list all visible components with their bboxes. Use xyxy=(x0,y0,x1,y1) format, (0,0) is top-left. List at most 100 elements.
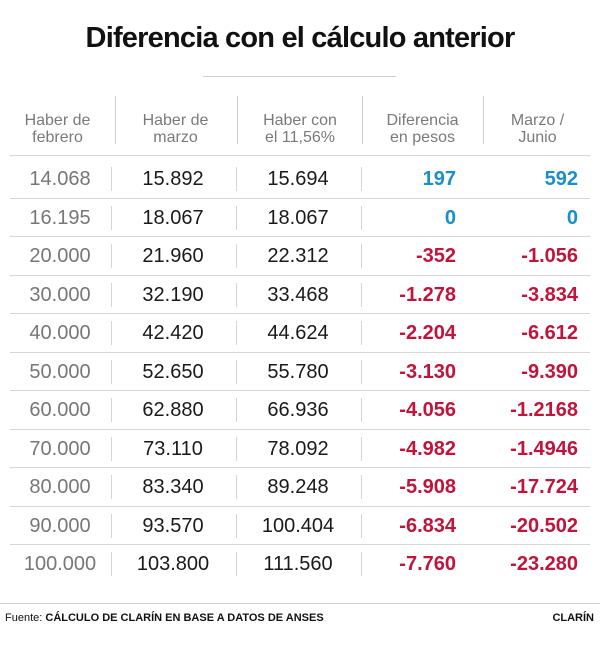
table-cell-haber-11-56: 18.067 xyxy=(267,206,329,229)
row-rule xyxy=(10,467,590,468)
cell-separator xyxy=(111,282,112,307)
table-cell-haber-marzo: 103.800 xyxy=(136,553,210,575)
table-cell-diferencia-pesos: 0 xyxy=(444,206,456,229)
table-cell-diferencia-pesos: -3.130 xyxy=(399,360,456,383)
table-cell-haber-febrero: 40.000 xyxy=(29,322,91,344)
table-cell-marzo-junio: 0 xyxy=(566,206,578,229)
column-header-marzo-junio: Marzo / Junio xyxy=(510,112,565,146)
cell-separator xyxy=(236,321,237,345)
cell-separator xyxy=(236,398,237,422)
cell-separator xyxy=(361,398,362,422)
table-cell-marzo-junio: -1.056 xyxy=(521,245,578,267)
title-divider xyxy=(203,76,396,77)
table-cell-haber-febrero: 100.000 xyxy=(23,553,97,575)
table-cell-haber-febrero: 60.000 xyxy=(29,399,91,421)
table-cell-haber-febrero: 90.000 xyxy=(29,514,91,537)
cell-separator xyxy=(111,436,112,461)
table-cell-diferencia-pesos: -4.056 xyxy=(399,399,456,421)
cell-separator xyxy=(236,244,237,268)
table-cell-haber-febrero: 30.000 xyxy=(29,283,91,306)
table-cell-marzo-junio: -6.612 xyxy=(521,322,578,344)
table-cell-marzo-junio: -17.724 xyxy=(510,476,578,498)
row-rule xyxy=(10,544,590,545)
cell-separator xyxy=(111,552,112,576)
table-cell-haber-marzo: 62.880 xyxy=(142,399,204,421)
table-cell-diferencia-pesos: -7.760 xyxy=(399,553,456,575)
row-rule xyxy=(10,505,590,507)
cell-separator xyxy=(361,513,362,538)
cell-separator xyxy=(361,436,362,461)
table-cell-haber-marzo: 52.650 xyxy=(142,360,204,383)
table-cell-haber-11-56: 33.468 xyxy=(267,283,329,306)
cell-separator xyxy=(361,552,362,576)
table-cell-marzo-junio: -1.4946 xyxy=(510,437,578,460)
table-cell-diferencia-pesos: -1.278 xyxy=(399,283,456,306)
cell-separator xyxy=(111,398,112,422)
table-cell-haber-febrero: 80.000 xyxy=(29,476,91,498)
header-rule xyxy=(10,155,590,156)
cell-separator xyxy=(361,359,362,384)
table-cell-marzo-junio: -3.834 xyxy=(521,283,578,306)
header-separator xyxy=(237,96,238,144)
cell-separator xyxy=(111,513,112,538)
table-cell-haber-11-56: 15.694 xyxy=(267,168,329,190)
table-cell-haber-11-56: 111.560 xyxy=(263,553,333,575)
table-cell-marzo-junio: -9.390 xyxy=(521,360,578,383)
table-cell-haber-11-56: 78.092 xyxy=(267,437,329,460)
table-cell-diferencia-pesos: 197 xyxy=(422,168,456,190)
table-cell-haber-11-56: 66.936 xyxy=(267,399,329,421)
table-cell-diferencia-pesos: -352 xyxy=(415,245,456,267)
table-cell-marzo-junio: 592 xyxy=(544,168,578,190)
column-header-haber-febrero: Haber de febrero xyxy=(24,112,91,146)
table-cell-haber-marzo: 73.110 xyxy=(143,437,203,460)
cell-separator xyxy=(361,321,362,345)
table-cell-haber-marzo: 93.570 xyxy=(142,514,204,537)
cell-separator xyxy=(361,475,362,499)
cell-separator xyxy=(111,167,112,191)
table-cell-haber-febrero: 14.068 xyxy=(29,168,91,190)
column-header-haber-marzo: Haber de marzo xyxy=(142,112,209,146)
cell-separator xyxy=(111,321,112,345)
footer-divider xyxy=(0,603,600,604)
table-cell-haber-11-56: 44.624 xyxy=(267,322,329,344)
cell-separator xyxy=(111,205,112,230)
cell-separator xyxy=(236,359,237,384)
table-cell-diferencia-pesos: -4.982 xyxy=(399,437,456,460)
row-rule xyxy=(10,390,590,391)
cell-separator xyxy=(361,167,362,191)
page-title: Diferencia con el cálculo anterior xyxy=(85,22,516,54)
source-label: Fuente: xyxy=(5,612,43,624)
cell-separator xyxy=(236,205,237,230)
table-cell-marzo-junio: -23.280 xyxy=(510,553,578,575)
cell-separator xyxy=(111,359,112,384)
cell-separator xyxy=(236,167,237,191)
cell-separator xyxy=(361,205,362,230)
header-separator xyxy=(362,96,363,144)
table-cell-haber-marzo: 15.892 xyxy=(142,168,204,190)
cell-separator xyxy=(361,282,362,307)
table-cell-haber-febrero: 50.000 xyxy=(29,360,91,383)
source-note: Fuente: CÁLCULO DE CLARÍN EN BASE A DATO… xyxy=(5,612,324,624)
table-cell-marzo-junio: -20.502 xyxy=(510,514,578,537)
table-cell-haber-11-56: 89.248 xyxy=(267,476,329,498)
column-header-diferencia-pesos: Diferencia en pesos xyxy=(386,112,459,146)
table-cell-haber-marzo: 32.190 xyxy=(142,283,204,306)
table-cell-haber-marzo: 18.067 xyxy=(142,206,204,229)
header-separator xyxy=(115,96,116,144)
table-cell-diferencia-pesos: -2.204 xyxy=(399,322,456,344)
cell-separator xyxy=(111,244,112,268)
table-cell-diferencia-pesos: -6.834 xyxy=(399,514,456,537)
table-cell-haber-febrero: 20.000 xyxy=(29,245,91,267)
table-cell-haber-marzo: 21.960 xyxy=(142,245,204,267)
brand-logo: CLARÍN xyxy=(552,612,594,624)
cell-separator xyxy=(236,282,237,307)
source-text: CÁLCULO DE CLARÍN EN BASE A DATOS DE ANS… xyxy=(45,612,324,624)
table-cell-haber-febrero: 16.195 xyxy=(29,206,91,229)
table-cell-haber-11-56: 22.312 xyxy=(267,245,329,267)
table-cell-marzo-junio: -1.2168 xyxy=(510,399,578,421)
row-rule xyxy=(10,197,590,199)
cell-separator xyxy=(111,475,112,499)
cell-separator xyxy=(361,244,362,268)
row-rule xyxy=(10,313,590,314)
table-cell-haber-marzo: 83.340 xyxy=(142,476,204,498)
